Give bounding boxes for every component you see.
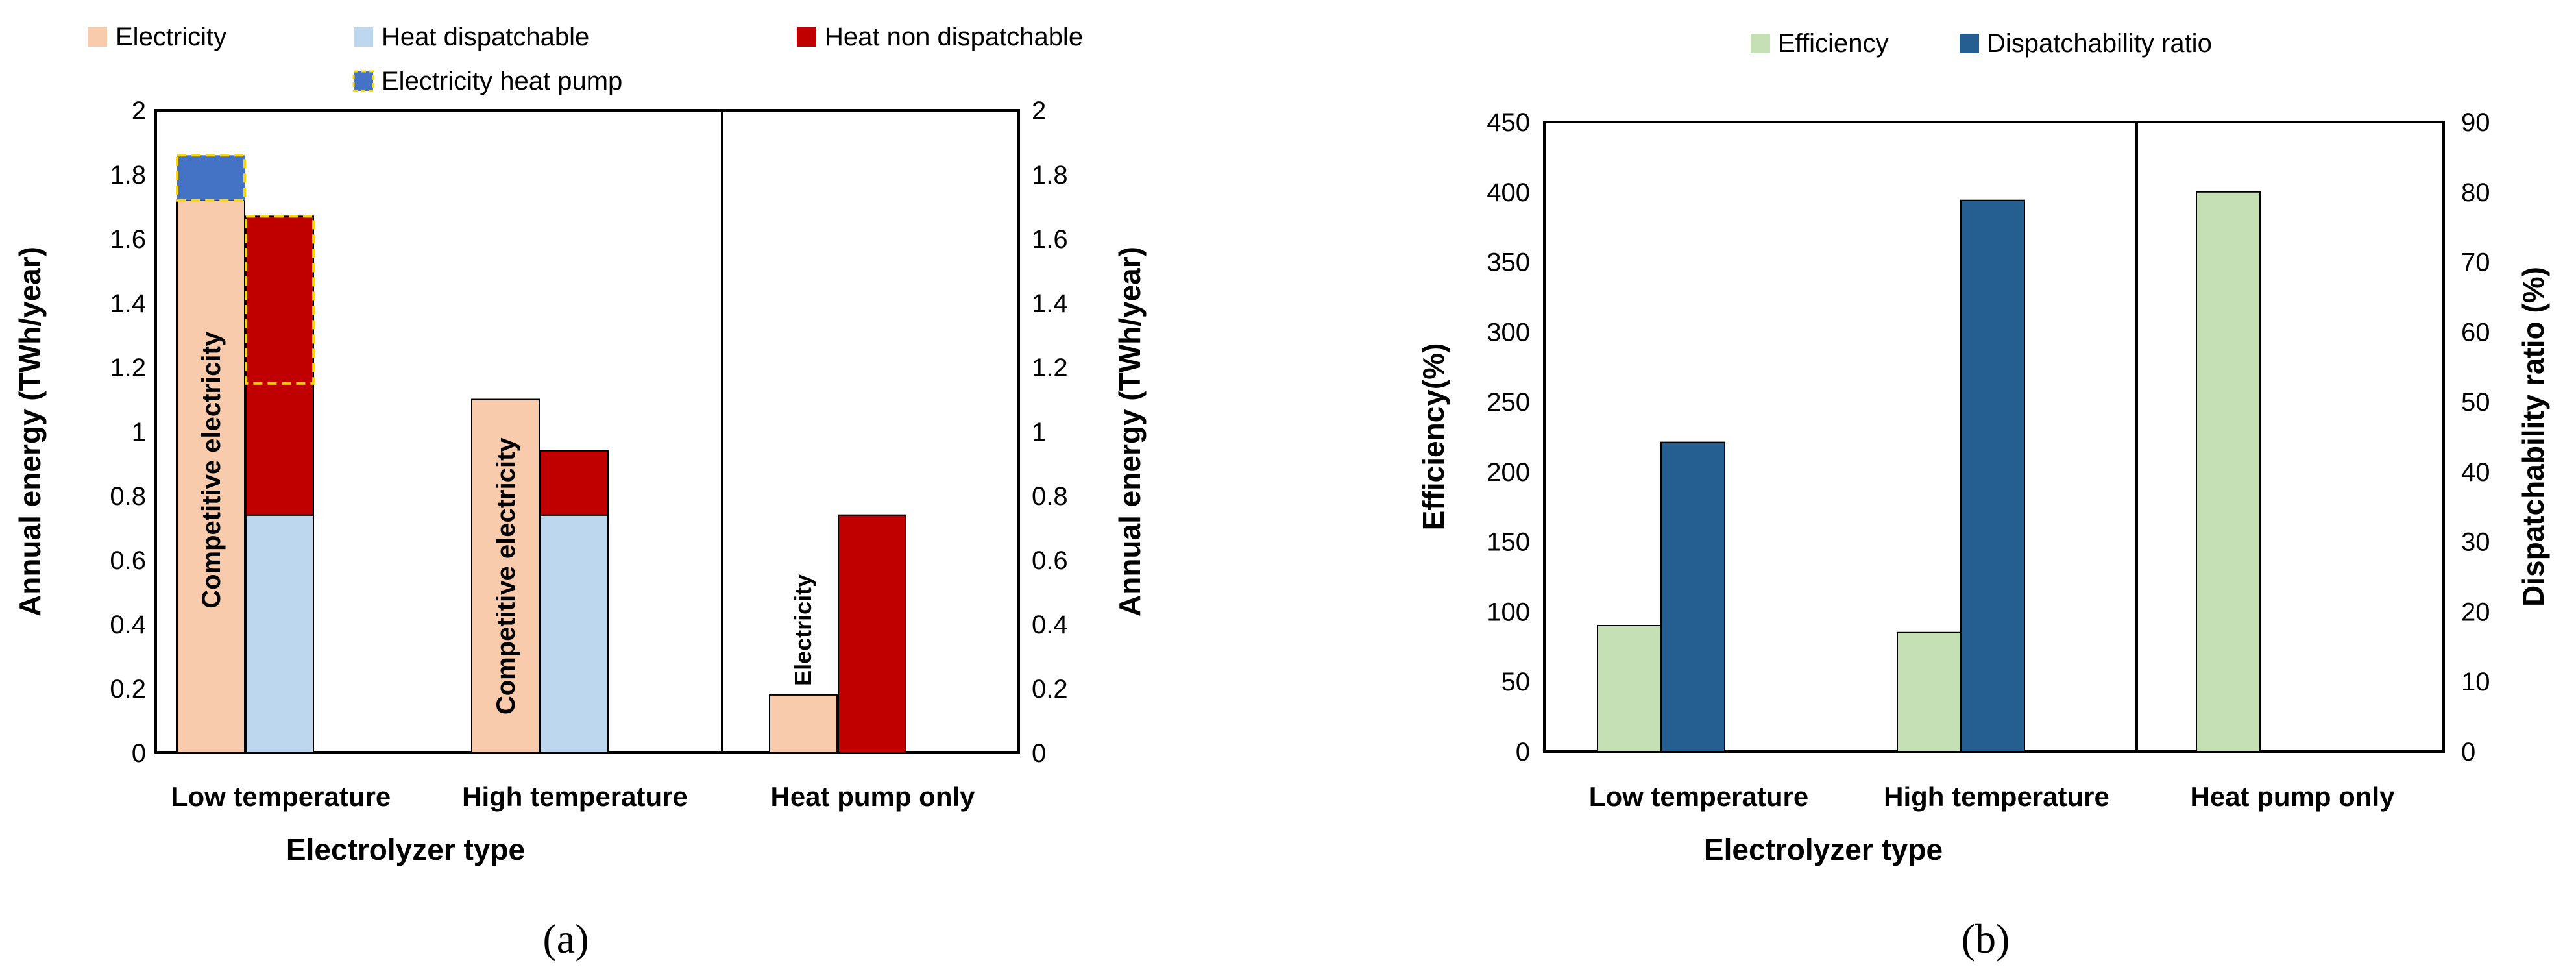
category-label-high-temperature: High temperature: [462, 781, 688, 812]
legend-label-efficiency: Efficiency: [1778, 29, 1888, 58]
bar-annotation-high-temp: Competitive electricity: [492, 437, 520, 715]
legend-label-dispatchability-ratio: Dispatchability ratio: [1987, 29, 2212, 58]
legend-swatch-dispatchability-ratio: [1960, 34, 1979, 53]
y-axis-title-left-a: Annual energy (TWh/year): [13, 247, 47, 616]
bar-heat-dispatchable-low-temperature: [245, 514, 314, 753]
y-axis-title-right-b: Dispatchability ratio (%): [2516, 267, 2550, 607]
y-tick-left-b-400: 400: [1487, 178, 1530, 207]
bar-efficiency-heat-pump-only: [2196, 191, 2261, 752]
y-tick-right-a-0: 0: [1032, 739, 1046, 768]
panel-label-a: (a): [542, 916, 589, 962]
y-tick-right-b-70: 70: [2461, 249, 2490, 277]
y-tick-left-a-1-6: 1.6: [110, 225, 146, 254]
y-axis-title-right-a: Annual energy (TWh/year): [1113, 247, 1147, 616]
bars-b: [1597, 191, 2261, 752]
y-axis-title-left-b: Efficiency(%): [1416, 343, 1450, 531]
bar-efficiency-high-temperature: [1897, 631, 1962, 752]
bar-electricity-heat-pump-only: [769, 694, 838, 754]
bar-dispatchability-ratio-low-temperature: [1660, 441, 1725, 752]
y-ticks-right-a: 0 0.2 0.4 0.6 0.8 1 1.2 1.4 1.6 1.8 2: [1032, 97, 1068, 768]
legend-swatch-heat-dispatchable: [354, 27, 373, 47]
y-tick-left-b-250: 250: [1487, 388, 1530, 417]
y-tick-right-b-0: 0: [2461, 738, 2475, 766]
y-tick-right-b-50: 50: [2461, 388, 2490, 417]
y-tick-left-b-450: 450: [1487, 108, 1530, 137]
bars-a: [176, 154, 906, 754]
y-tick-right-b-60: 60: [2461, 318, 2490, 347]
bar-annotation-low-temp: Competitive electricity: [197, 331, 226, 609]
category-label-heat-pump-only-b: Heat pump only: [2190, 781, 2395, 812]
category-label-low-temperature-b: Low temperature: [1589, 781, 1808, 812]
y-tick-right-b-30: 30: [2461, 528, 2490, 557]
y-tick-right-b-10: 10: [2461, 668, 2490, 696]
category-label-high-temperature-b: High temperature: [1884, 781, 2109, 812]
y-tick-right-b-20: 20: [2461, 598, 2490, 626]
x-axis-title-b: Electrolyzer type: [1704, 833, 1943, 866]
category-label-heat-pump-only: Heat pump only: [770, 781, 975, 812]
y-tick-left-b-350: 350: [1487, 249, 1530, 277]
y-tick-left-a-0-6: 0.6: [110, 546, 146, 575]
bar-heat-non-dispatchable-high-temperature: [540, 450, 609, 516]
y-ticks-left-a: 0 0.2 0.4 0.6 0.8 1 1.2 1.4 1.6 1.8 2: [110, 97, 146, 768]
legend-label-electricity: Electricity: [115, 23, 226, 51]
legend-label-electricity-heat-pump: Electricity heat pump: [382, 67, 622, 95]
panel-a: Electricity Heat dispatchable Heat non d…: [13, 23, 1147, 962]
y-tick-right-a-0-8: 0.8: [1032, 482, 1068, 511]
y-tick-right-a-1-2: 1.2: [1032, 354, 1068, 382]
y-ticks-left-b: 0 50 100 150 200 250 300 350 400 450: [1487, 108, 1530, 766]
y-ticks-right-b: 0 10 20 30 40 50 60 70 80 90: [2461, 108, 2490, 766]
y-tick-right-a-1-6: 1.6: [1032, 225, 1068, 254]
y-tick-left-a-2: 2: [132, 97, 146, 125]
y-tick-right-b-40: 40: [2461, 458, 2490, 487]
y-tick-left-a-1-2: 1.2: [110, 354, 146, 382]
bar-dispatchability-ratio-high-temperature: [1960, 199, 2025, 752]
x-axis-title-a: Electrolyzer type: [286, 833, 525, 866]
y-tick-right-a-0-2: 0.2: [1032, 675, 1068, 703]
y-tick-left-a-0-8: 0.8: [110, 482, 146, 511]
legend-swatch-electricity-heat-pump: [352, 70, 374, 92]
legend-a: Electricity Heat dispatchable Heat non d…: [88, 23, 1083, 95]
y-tick-right-a-1-8: 1.8: [1032, 161, 1068, 189]
y-tick-right-b-80: 80: [2461, 178, 2490, 207]
y-tick-left-b-50: 50: [1501, 668, 1531, 696]
legend-swatch-efficiency: [1751, 34, 1770, 53]
bar-electricity-low-temperature: [176, 199, 245, 754]
bar-heat-non-dispatchable-heat-pump-only: [838, 514, 906, 753]
y-tick-left-a-0-2: 0.2: [110, 675, 146, 703]
y-tick-left-b-150: 150: [1487, 528, 1530, 557]
y-tick-left-a-1-4: 1.4: [110, 289, 146, 318]
y-tick-right-a-1: 1: [1032, 418, 1046, 446]
y-tick-left-b-300: 300: [1487, 318, 1530, 347]
category-label-low-temperature: Low temperature: [171, 781, 391, 812]
y-tick-left-a-0: 0: [132, 739, 146, 768]
bar-electricity-high-temperature: [471, 398, 540, 753]
bar-heat-non-dispatchable-low-temperature: [245, 215, 314, 516]
y-tick-left-b-200: 200: [1487, 458, 1530, 487]
legend-b: Efficiency Dispatchability ratio: [1751, 29, 2212, 58]
highlight-box: [245, 215, 315, 385]
panel-b: Efficiency Dispatchability ratio 0501001…: [1416, 29, 2550, 962]
y-tick-left-a-1-8: 1.8: [110, 161, 146, 189]
panel-label-b: (b): [1962, 916, 2010, 962]
y-tick-left-b-0: 0: [1516, 738, 1530, 766]
legend-swatch-heat-non-dispatchable: [797, 27, 816, 47]
y-tick-left-a-0-4: 0.4: [110, 611, 146, 639]
bar-heat-dispatchable-high-temperature: [540, 514, 609, 753]
y-tick-left-b-100: 100: [1487, 598, 1530, 626]
y-tick-right-a-0-6: 0.6: [1032, 546, 1068, 575]
y-tick-right-a-1-4: 1.4: [1032, 289, 1068, 318]
bar-electricity-heat-pump-low-temperature: [176, 154, 246, 202]
y-tick-right-b-90: 90: [2461, 108, 2490, 137]
bar-efficiency-low-temperature: [1597, 625, 1662, 752]
y-tick-right-a-0-4: 0.4: [1032, 611, 1068, 639]
bar-annotation-heat-pump: Electricity: [790, 574, 816, 686]
y-tick-right-a-2: 2: [1032, 97, 1046, 125]
legend-label-heat-non-dispatchable: Heat non dispatchable: [825, 23, 1083, 51]
y-tick-left-a-1: 1: [132, 418, 146, 446]
legend-label-heat-dispatchable: Heat dispatchable: [382, 23, 589, 51]
legend-swatch-electricity: [88, 27, 107, 47]
